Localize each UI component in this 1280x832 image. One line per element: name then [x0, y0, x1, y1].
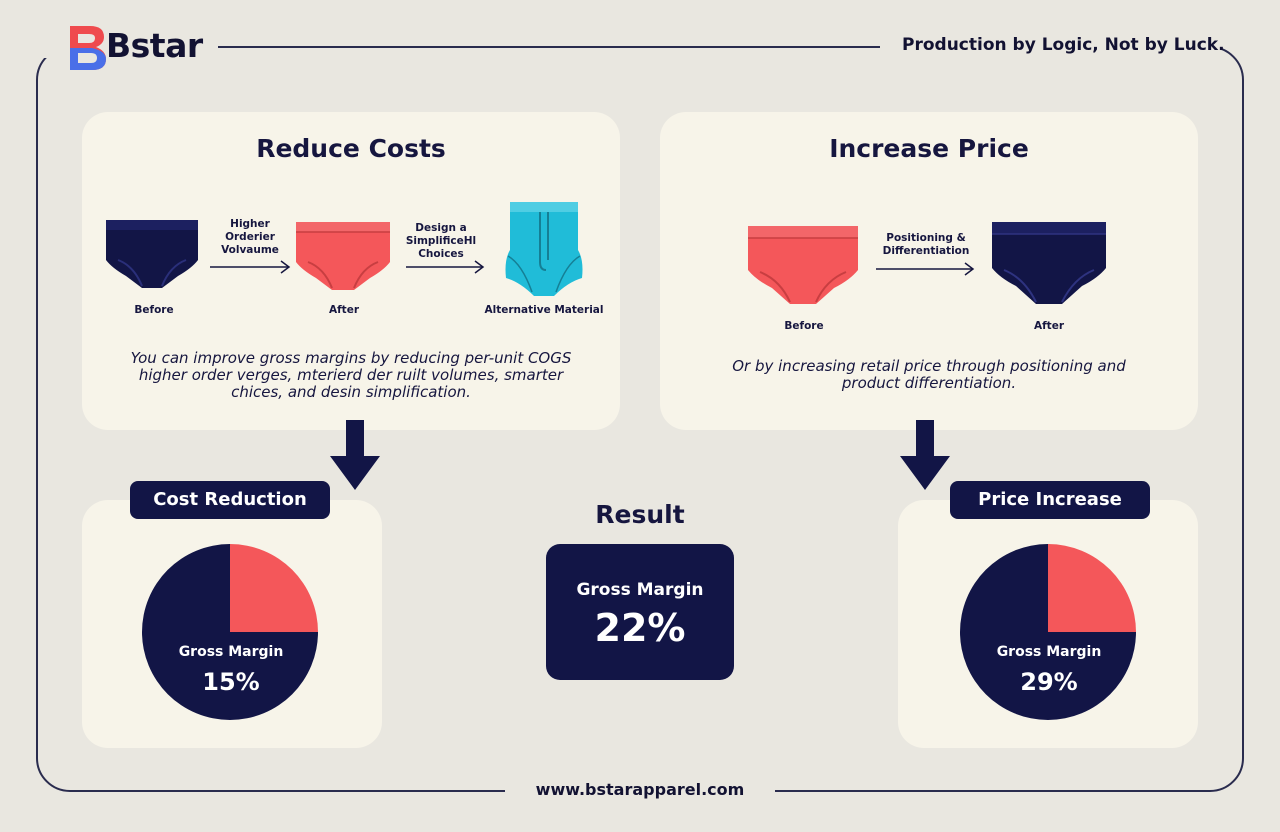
navy-brief-icon-2	[992, 222, 1106, 304]
price-increase-pie-chart	[960, 544, 1136, 720]
result-metric-label: Gross Margin	[576, 580, 704, 600]
increase-price-title: Increase Price	[829, 134, 1029, 163]
reduce-costs-description: You can improve gross margins by reducin…	[130, 349, 572, 401]
down-arrow-right-icon	[900, 420, 950, 490]
cyan-brief-icon	[505, 202, 583, 296]
brand-name: Bstar	[106, 26, 203, 65]
coral-brief-icon	[296, 222, 390, 290]
reduce-arrow1-icon	[210, 260, 291, 274]
increase-price-description: Or by increasing retail price through po…	[732, 357, 1126, 392]
coral-brief-icon-2	[748, 226, 858, 304]
price-increase-pie-slice-1	[960, 544, 1136, 720]
tagline: Production by Logic, Not by Luck.	[902, 35, 1225, 55]
price-increase-pie-slice-0	[1048, 544, 1136, 632]
price-increase-label: Price Increase	[950, 481, 1150, 519]
cost-reduction-pie-chart	[142, 544, 318, 720]
navy-brief-icon	[106, 220, 198, 288]
price-increase-metric-value: 29%	[1020, 668, 1078, 696]
cost-reduction-metric-label: Gross Margin	[178, 644, 284, 660]
frame-gap-tagline	[880, 36, 1220, 58]
reduce-item-after-label: After	[328, 304, 359, 316]
result-title: Result	[595, 500, 685, 529]
result-metric-value: 22%	[594, 606, 686, 650]
cost-reduction-pie-slice-1	[142, 544, 318, 720]
reduce-arrow1-label: Higher Orderier Volvaume	[221, 218, 279, 256]
down-arrow-left-icon	[330, 420, 380, 490]
reduce-item-before-label: Before	[134, 304, 174, 316]
reduce-arrow2-icon	[406, 260, 485, 274]
price-increase-metric-label: Gross Margin	[996, 644, 1102, 660]
cost-reduction-label: Cost Reduction	[130, 481, 330, 519]
header-line	[218, 46, 878, 48]
increase-item-before-label: Before	[784, 320, 824, 332]
reduce-arrow2-label: Design a SimplificeHl Choices	[405, 222, 477, 260]
increase-arrow-icon	[876, 262, 975, 276]
result-box: Gross Margin 22%	[546, 544, 734, 680]
reduce-item-alt-label: Alternative Material	[484, 304, 604, 316]
increase-item-after-label: After	[1033, 320, 1064, 332]
reduce-costs-title: Reduce Costs	[256, 134, 446, 163]
increase-arrow-label: Positioning & Differentiation	[882, 232, 970, 257]
frame-gap-url	[505, 780, 775, 804]
cost-reduction-metric-value: 15%	[202, 668, 260, 696]
footer-url[interactable]: www.bstarapparel.com	[535, 780, 745, 799]
bstar-logo-icon	[70, 26, 106, 70]
cost-reduction-pie-slice-0	[230, 544, 318, 632]
